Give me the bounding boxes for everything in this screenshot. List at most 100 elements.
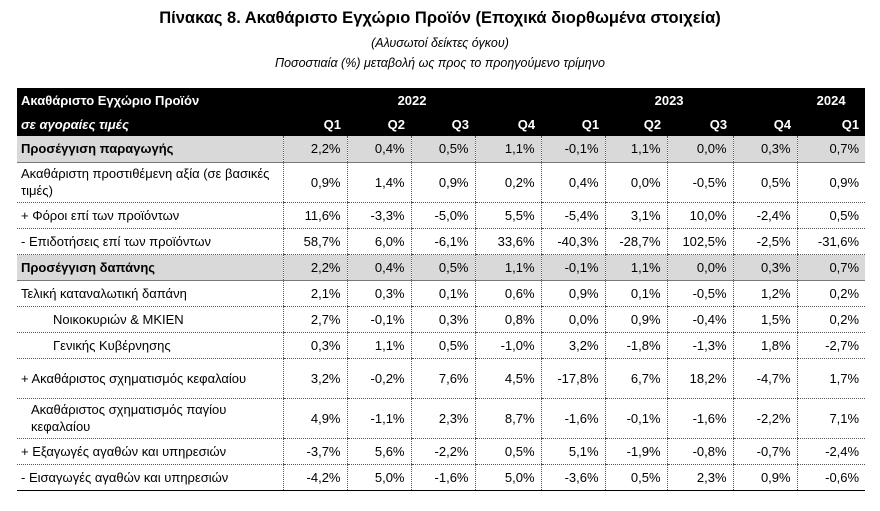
row-label: Προσέγγιση δαπάνης: [17, 254, 283, 281]
cell-value: 1,4%: [346, 162, 411, 203]
cell-value: 1,1%: [346, 332, 411, 359]
cell-value: 0,1%: [604, 280, 668, 307]
cell-value: 0,9%: [796, 162, 866, 203]
cell-value: -5,0%: [410, 202, 475, 229]
table-row: Ακαθάριστος σχηματισμός παγίου κεφαλαίου…: [17, 398, 866, 439]
cell-value: -2,7%: [796, 332, 866, 359]
cell-value: -0,6%: [796, 464, 866, 491]
cell-value: 0,3%: [282, 332, 347, 359]
header-quarter: Q2: [387, 116, 405, 132]
cell-value: -0,5%: [666, 162, 734, 203]
cell-value: 0,0%: [540, 306, 606, 333]
cell-value: 5,0%: [346, 464, 411, 491]
cell-value: 0,6%: [474, 280, 542, 307]
row-label: Γενικής Κυβέρνησης: [17, 332, 283, 359]
cell-value: 0,3%: [732, 254, 798, 281]
cell-value: 0,5%: [604, 464, 668, 491]
row-label: + Εξαγωγές αγαθών και υπηρεσιών: [17, 438, 283, 465]
cell-value: 0,5%: [410, 332, 475, 359]
header-row-quarters: σε αγοραίες τιμές Q1 Q2 Q3 Q4 Q1 Q2 Q3 Q…: [17, 112, 866, 136]
cell-value: 102,5%: [666, 228, 734, 255]
cell-value: 1,1%: [604, 136, 668, 163]
header-quarter: Q1: [323, 116, 341, 132]
row-label: Ακαθάριστη προστιθέμενη αξία (σε βασικές…: [17, 162, 283, 203]
cell-value: 0,2%: [796, 280, 866, 307]
table-row: + Ακαθάριστος σχηματισμός κεφαλαίου 3,2% -…: [17, 358, 866, 399]
cell-value: -1,8%: [604, 332, 668, 359]
cell-value: -31,6%: [796, 228, 866, 255]
table-row: Προσέγγιση παραγωγής 2,2% 0,4% 0,5% 1,1% -0,1…: [17, 136, 866, 163]
cell-value: -4,7%: [732, 358, 798, 399]
header-label: Ακαθάριστο Εγχώριο Προϊόν: [21, 92, 200, 108]
cell-value: 8,7%: [474, 398, 542, 439]
table-subtitle-units: Ποσοστιαία (%) μεταβολή ως προς το προηγ…: [275, 56, 605, 70]
cell-value: 0,5%: [410, 254, 475, 281]
cell-value: -0,4%: [666, 306, 734, 333]
cell-value: -6,1%: [410, 228, 475, 255]
cell-value: 0,0%: [604, 162, 668, 203]
cell-value: 0,2%: [474, 162, 542, 203]
cell-value: -2,4%: [796, 438, 866, 465]
cell-value: -2,5%: [732, 228, 798, 255]
cell-value: -0,1%: [540, 254, 606, 281]
cell-value: 2,3%: [666, 464, 734, 491]
row-label: Προσέγγιση παραγωγής: [17, 136, 283, 163]
cell-value: -3,3%: [346, 202, 411, 229]
cell-value: 1,7%: [796, 358, 866, 399]
cell-value: 4,5%: [474, 358, 542, 399]
header-year-2022: 2022: [397, 92, 427, 108]
cell-value: 1,2%: [732, 280, 798, 307]
cell-value: 0,8%: [474, 306, 542, 333]
table-title: Πίνακας 8. Ακαθάριστο Εγχώριο Προϊόν (Επ…: [159, 9, 721, 27]
cell-value: 1,1%: [474, 136, 542, 163]
cell-value: 0,3%: [410, 306, 475, 333]
table-row: Ακαθάριστη προστιθέμενη αξία (σε βασικές…: [17, 162, 866, 203]
cell-value: 2,3%: [410, 398, 475, 439]
header-row-years: Ακαθάριστο Εγχώριο Προϊόν 2022 2023 2024: [17, 88, 866, 112]
cell-value: 0,7%: [796, 136, 866, 163]
header-quarter: Q3: [451, 116, 469, 132]
cell-value: 0,9%: [282, 162, 347, 203]
cell-value: 3,1%: [604, 202, 668, 229]
cell-value: -0,8%: [666, 438, 734, 465]
cell-value: 3,2%: [282, 358, 347, 399]
cell-value: 10,0%: [666, 202, 734, 229]
header-quarter: Q4: [773, 116, 792, 132]
cell-value: 0,9%: [540, 280, 606, 307]
cell-value: 0,4%: [346, 254, 411, 281]
cell-value: 6,7%: [604, 358, 668, 399]
cell-value: 5,1%: [540, 438, 606, 465]
cell-value: 1,1%: [604, 254, 668, 281]
cell-value: -3,7%: [282, 438, 347, 465]
row-label: Ακαθάριστος σχηματισμός παγίου κεφαλαίου: [17, 398, 283, 439]
cell-value: 0,3%: [732, 136, 798, 163]
cell-value: 2,7%: [282, 306, 347, 333]
cell-value: 1,8%: [732, 332, 798, 359]
table-row: + Εξαγωγές αγαθών και υπηρεσιών -3,7% 5,6%…: [17, 438, 866, 465]
cell-value: -1,3%: [666, 332, 734, 359]
cell-value: 0,9%: [604, 306, 668, 333]
header-quarter: Q1: [841, 116, 860, 132]
cell-value: -0,1%: [540, 136, 606, 163]
cell-value: 33,6%: [474, 228, 542, 255]
cell-value: -0,1%: [346, 306, 411, 333]
cell-value: 0,1%: [410, 280, 475, 307]
cell-value: 0,0%: [666, 254, 734, 281]
cell-value: -0,2%: [346, 358, 411, 399]
cell-value: -0,5%: [666, 280, 734, 307]
cell-value: 5,5%: [474, 202, 542, 229]
cell-value: 0,5%: [796, 202, 866, 229]
cell-value: 1,5%: [732, 306, 798, 333]
row-label: Νοικοκυριών & ΜΚΙΕΝ: [17, 306, 283, 333]
cell-value: 0,5%: [474, 438, 542, 465]
row-label: Τελική καταναλωτική δαπάνη: [17, 280, 283, 307]
header-year-2023: 2023: [654, 92, 684, 108]
cell-value: 5,0%: [474, 464, 542, 491]
cell-value: 0,2%: [796, 306, 866, 333]
table-row: Γενικής Κυβέρνησης 0,3% 1,1% 0,5% -1,0% 3,2% -…: [17, 332, 866, 359]
cell-value: -4,2%: [282, 464, 347, 491]
cell-value: -0,7%: [732, 438, 798, 465]
cell-value: -1,6%: [666, 398, 734, 439]
cell-value: -2,2%: [732, 398, 798, 439]
cell-value: 0,4%: [540, 162, 606, 203]
